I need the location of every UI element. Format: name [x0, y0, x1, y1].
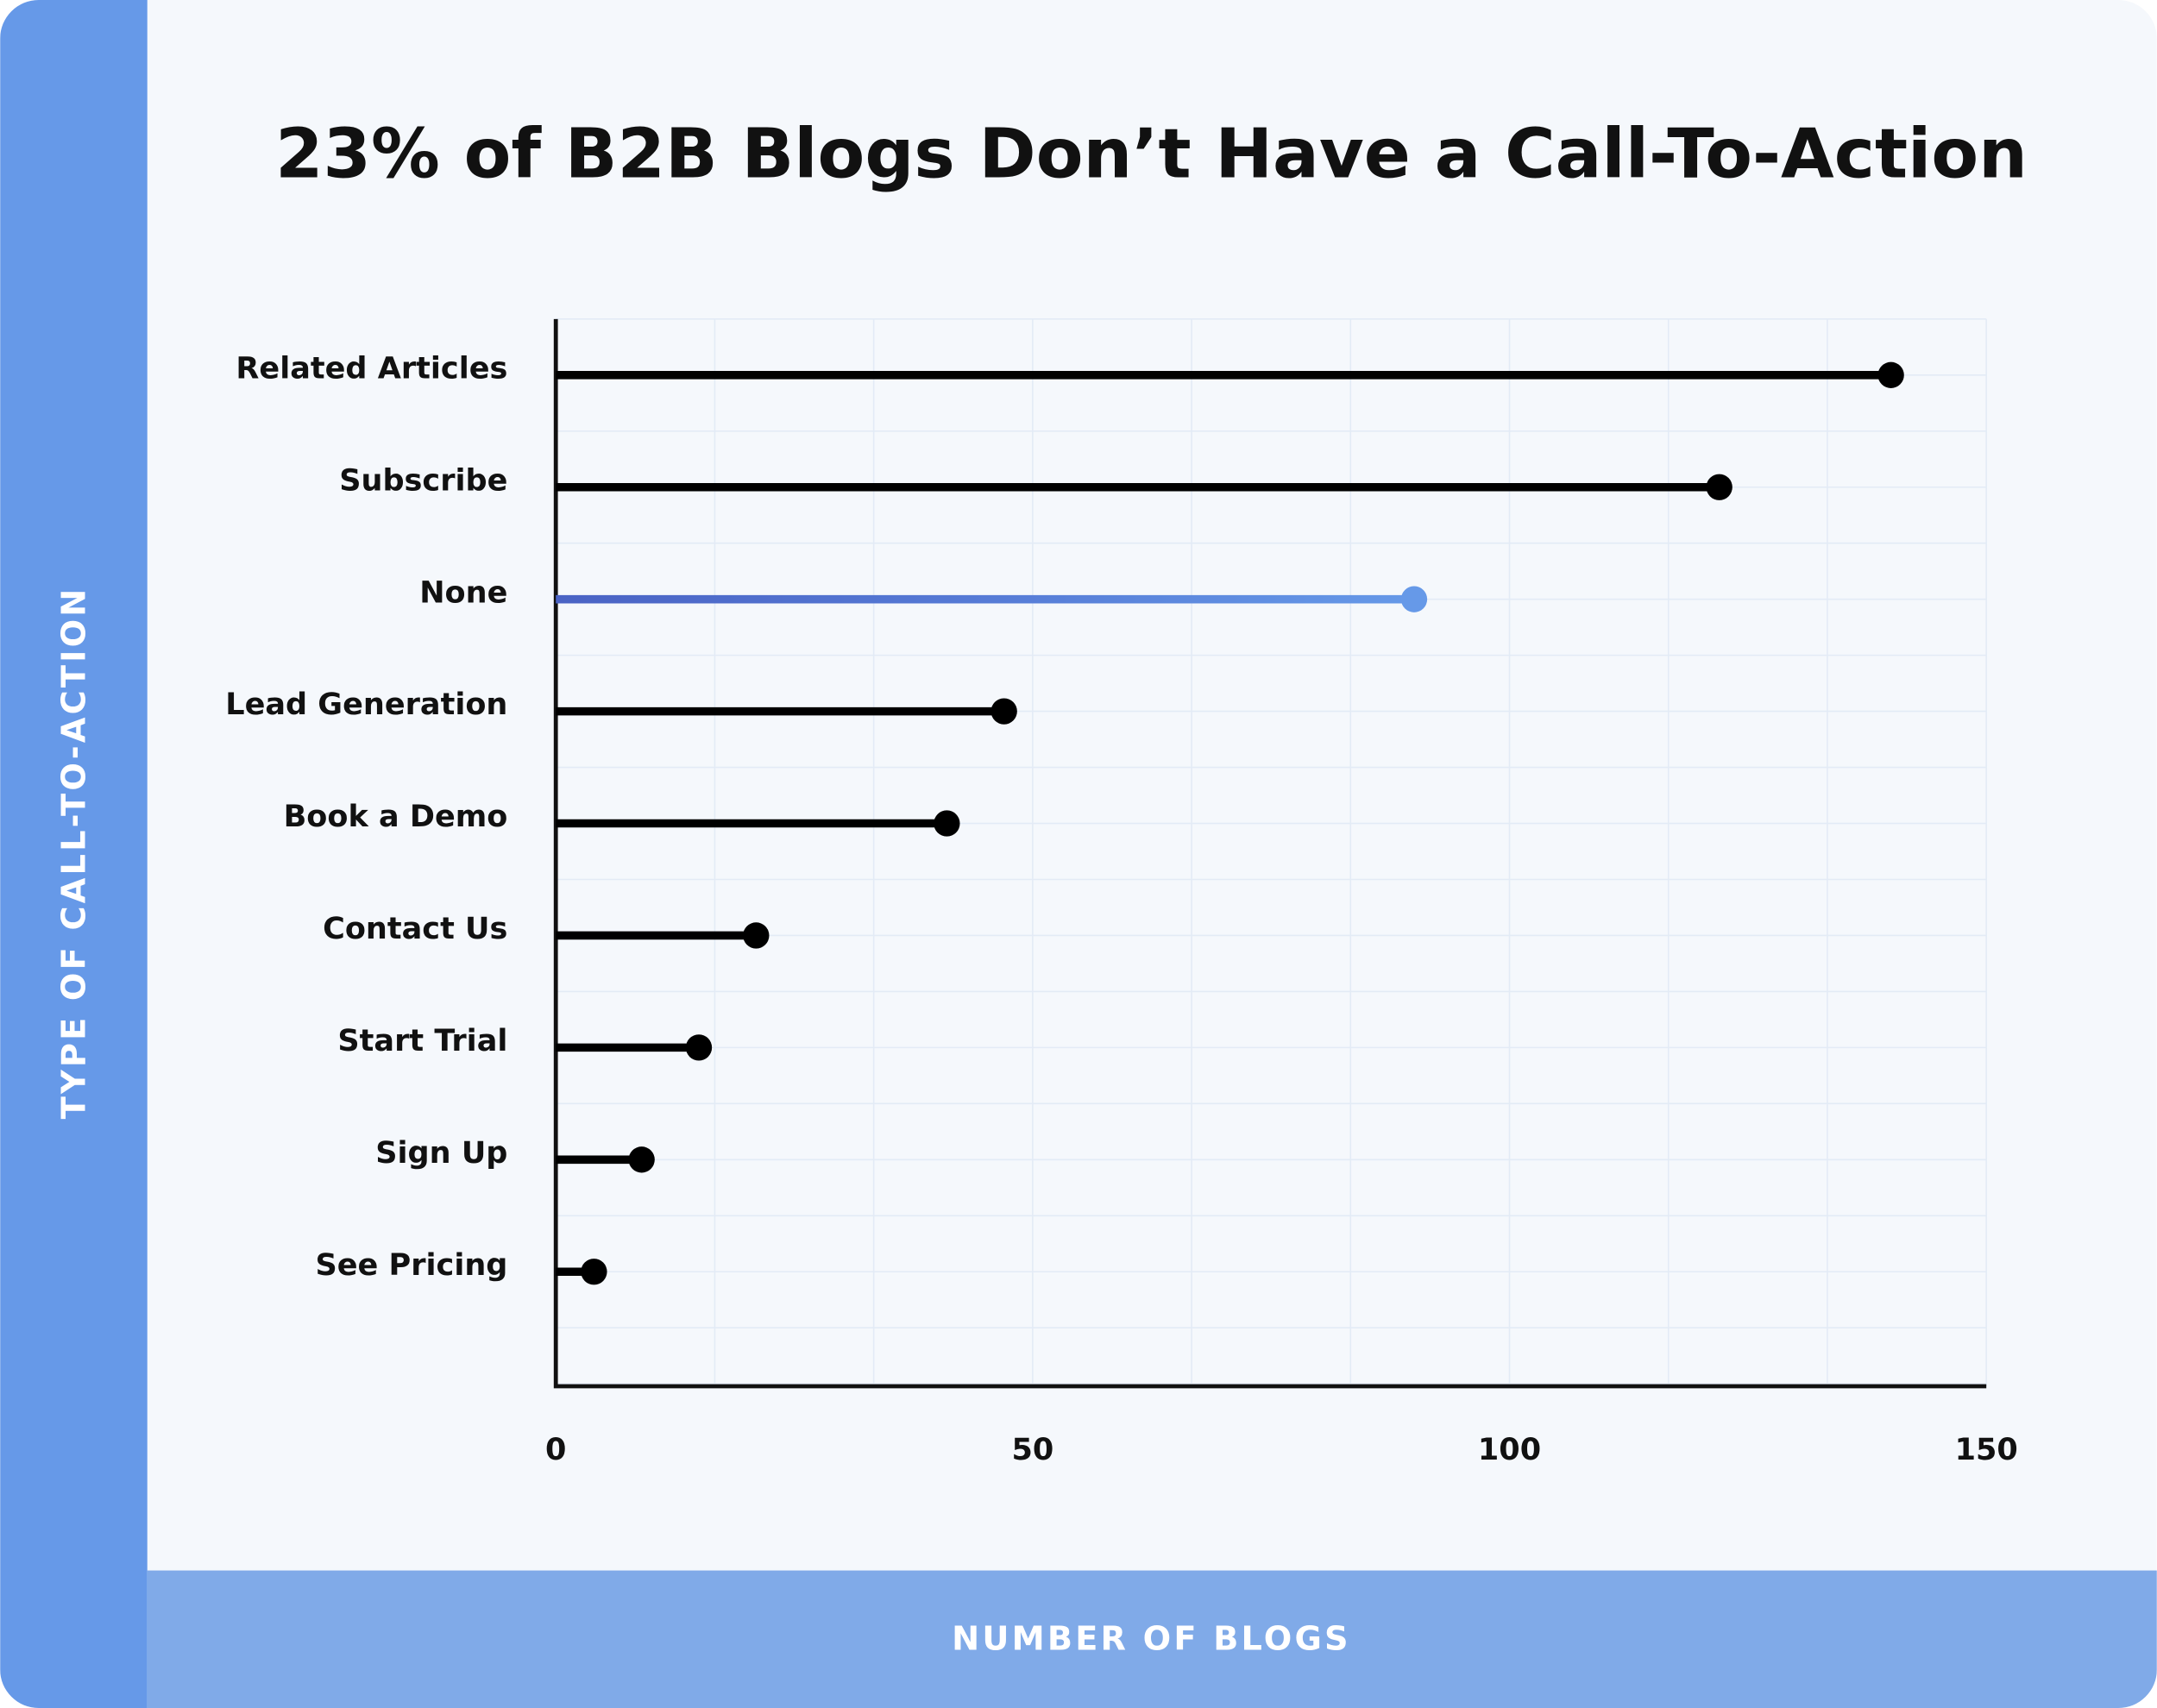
y-tick-label: Start Trial: [337, 1023, 507, 1058]
lollipop-dot: [628, 1146, 655, 1173]
lollipop-dot: [581, 1259, 607, 1285]
x-tick-label: 150: [1955, 1432, 2018, 1467]
lollipop-dot: [743, 922, 770, 949]
y-tick-label: Sign Up: [375, 1135, 507, 1171]
lollipop-dot: [990, 698, 1017, 725]
x-tick-label: 0: [545, 1432, 566, 1467]
y-tick-label: None: [419, 575, 507, 610]
x-tick-label: 50: [1011, 1432, 1053, 1467]
chart-title: 23% of B2B Blogs Don’t Have a Call-To-Ac…: [275, 113, 2028, 193]
x-tick-label: 100: [1478, 1432, 1541, 1467]
plot-area: 0 50 100 150 Related Articles Subscribe None Le…: [225, 318, 2018, 1467]
lollipop-dot: [1877, 361, 1904, 388]
lollipop-dot: [1400, 586, 1428, 612]
x-axis-band: [147, 1570, 2157, 1708]
lollipop-dot: [685, 1034, 713, 1061]
axis-line: [553, 318, 1987, 1389]
lollipop-dot: [934, 810, 960, 837]
y-axis-band: [0, 0, 148, 1708]
y-tick-label: Lead Generation: [225, 687, 507, 722]
y-tick-label: Related Articles: [236, 350, 507, 386]
lollipop-dot: [1706, 474, 1733, 500]
y-tick-label: Book a Demo: [284, 799, 508, 834]
y-axis-label: TYPE OF CALL-TO-ACTION: [54, 587, 93, 1120]
y-tick-label: See Pricing: [316, 1247, 508, 1283]
y-tick-label: Contact Us: [323, 911, 507, 946]
y-tick-label: Subscribe: [339, 462, 507, 498]
x-axis-label: NUMBER OF BLOGS: [952, 1619, 1351, 1658]
